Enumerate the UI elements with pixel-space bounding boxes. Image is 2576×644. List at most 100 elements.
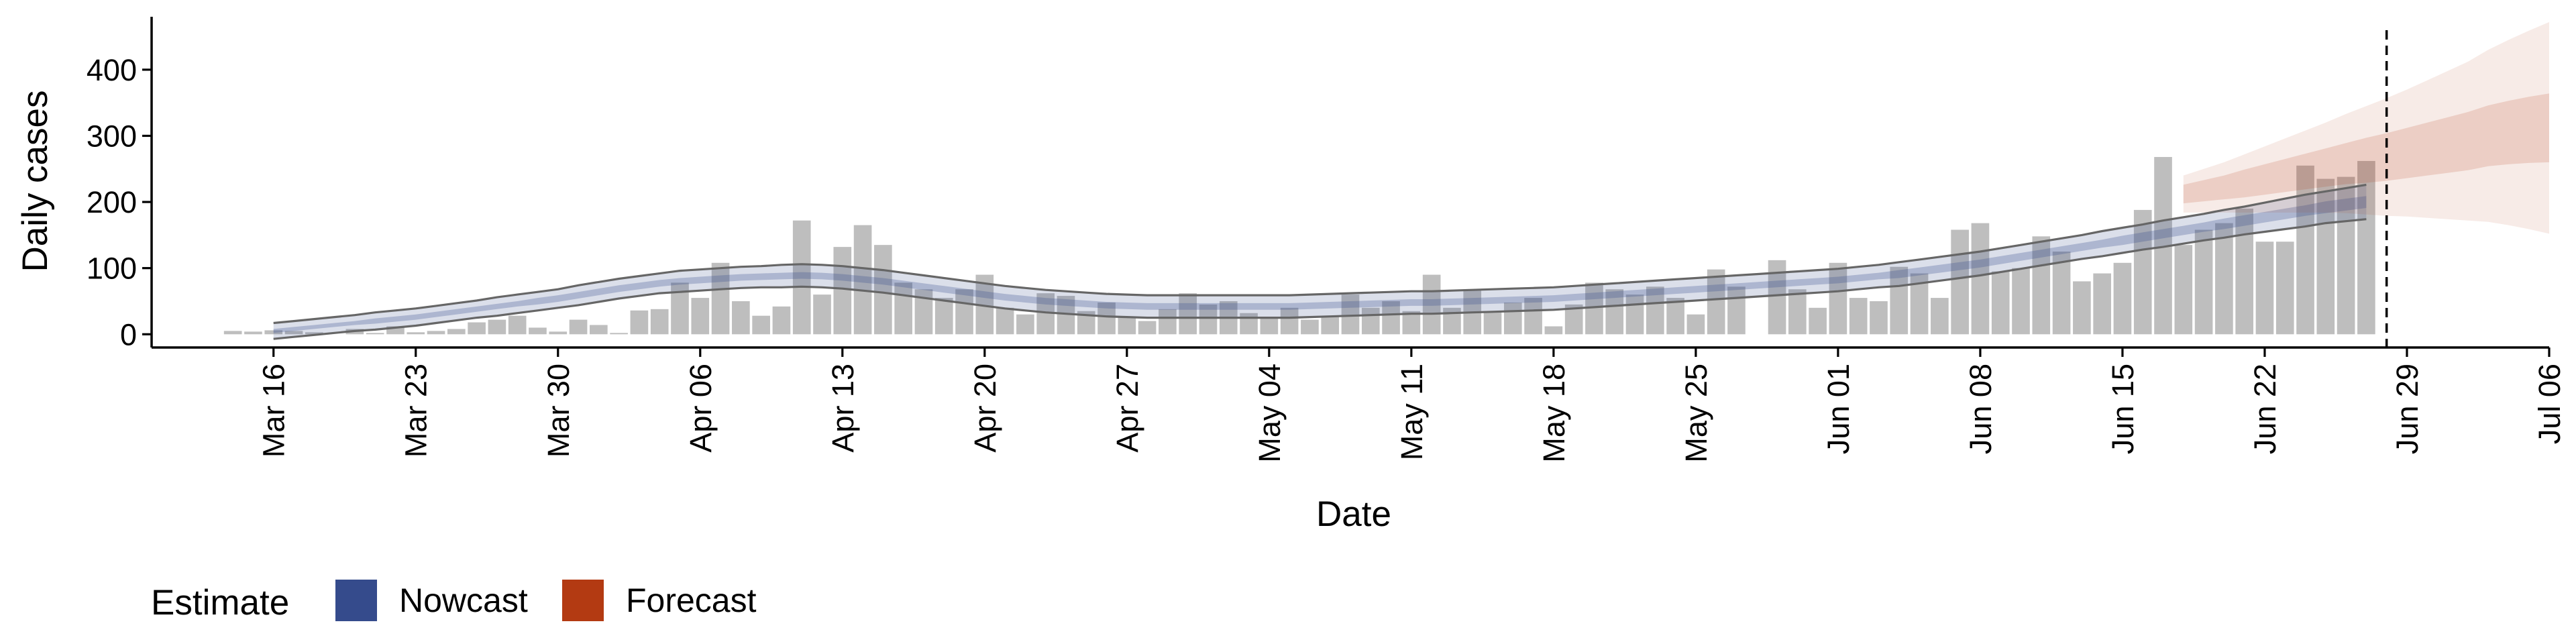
case-bar <box>630 310 649 335</box>
case-bar <box>1605 289 1624 335</box>
case-bar <box>1138 321 1157 335</box>
case-bar <box>2215 223 2233 335</box>
case-bar <box>1016 314 1034 335</box>
case-bar <box>1666 298 1684 335</box>
case-bar <box>1686 314 1705 335</box>
case-bar <box>2255 241 2274 335</box>
case-bar <box>1179 293 1197 335</box>
case-bar <box>244 331 262 335</box>
x-tick-label: Jun 01 <box>1821 364 1856 454</box>
case-bar <box>468 322 486 335</box>
case-bar <box>1809 307 1827 335</box>
x-tick-label: May 04 <box>1252 364 1287 463</box>
case-bar <box>711 262 730 335</box>
case-bar <box>1301 319 1319 335</box>
case-bar <box>1788 289 1807 335</box>
forecast-inner-band <box>2183 93 2549 204</box>
case-bar <box>2275 241 2294 335</box>
case-bar <box>732 301 750 335</box>
case-bar <box>2357 160 2375 335</box>
case-bar <box>2073 281 2091 335</box>
case-bar <box>1625 294 1644 335</box>
x-tick-label: Mar 30 <box>541 364 576 458</box>
case-bar <box>549 331 568 335</box>
x-tick-label: Jun 08 <box>1964 364 1998 454</box>
case-bar <box>1870 301 1888 335</box>
case-bar <box>2194 229 2213 335</box>
case-bar <box>1118 317 1136 335</box>
case-bar <box>427 331 445 335</box>
case-bar <box>833 247 852 335</box>
legend-label-nowcast: Nowcast <box>399 582 528 619</box>
case-bar <box>772 306 791 335</box>
y-tick-label: 100 <box>87 252 137 286</box>
y-tick-label: 300 <box>87 119 137 153</box>
case-bar <box>508 315 527 335</box>
nowcast-lines-layer <box>273 183 2367 340</box>
legend-label-forecast: Forecast <box>626 582 757 619</box>
case-bar <box>590 325 608 335</box>
case-bar <box>1321 315 1340 335</box>
case-bar <box>874 245 892 335</box>
case-bar <box>1199 304 1218 335</box>
case-bar <box>610 333 628 335</box>
case-bar <box>1707 269 1725 335</box>
case-bar <box>813 294 831 335</box>
case-bar <box>934 298 953 335</box>
x-axis-title: Date <box>1316 494 1391 534</box>
y-tick-label: 0 <box>120 317 137 352</box>
case-bar <box>1931 298 1949 335</box>
x-tick-label: Apr 27 <box>1110 364 1144 453</box>
y-axis-title: Daily cases <box>15 91 55 272</box>
case-bar <box>1260 317 1279 335</box>
case-bar <box>2052 252 2071 335</box>
case-bar <box>1829 262 1847 335</box>
case-bar <box>1503 302 1522 335</box>
x-tick-label: Apr 20 <box>968 364 1002 453</box>
case-bar <box>996 307 1014 335</box>
case-bar <box>2337 176 2355 335</box>
case-bar <box>894 282 912 335</box>
x-tick-label: Jun 29 <box>2390 364 2424 454</box>
case-bar <box>488 319 506 335</box>
axes-layer: 0 100 200 300 400 Mar 16 Mar 23 Mar 30 Apr 06 Apr… <box>87 17 2567 463</box>
case-bar <box>2012 268 2030 335</box>
x-tick-label: Jul 06 <box>2532 364 2567 444</box>
case-bar <box>1159 309 1177 335</box>
case-bar <box>1524 298 1542 335</box>
case-bar <box>1097 302 1116 335</box>
case-bar <box>1483 311 1502 335</box>
x-tick-label: Jun 15 <box>2106 364 2140 454</box>
x-tick-label: May 11 <box>1395 364 1429 460</box>
case-bar <box>1971 223 1990 335</box>
case-bar <box>1361 307 1380 335</box>
case-bar <box>792 220 811 335</box>
case-bar <box>2174 245 2193 335</box>
case-bar <box>407 332 425 335</box>
case-bar <box>386 326 405 335</box>
forecast-outer-band <box>2183 21 2549 234</box>
x-tick-label: May 18 <box>1537 364 1571 463</box>
x-tick-label: May 25 <box>1679 364 1713 463</box>
case-bar <box>223 331 242 335</box>
x-tick-label: Apr 13 <box>826 364 860 453</box>
case-bar <box>2093 273 2111 335</box>
nowcast-outer-band <box>273 184 2367 339</box>
case-bar <box>1727 286 1746 335</box>
case-bar <box>1890 266 1909 335</box>
x-tick-label: Mar 23 <box>399 364 433 458</box>
case-bar <box>569 319 588 335</box>
ribbons-layer <box>273 21 2549 339</box>
nowcast-lower-line <box>273 218 2367 340</box>
case-bar <box>2113 262 2132 335</box>
case-bar <box>752 315 770 335</box>
case-bar <box>2133 209 2152 335</box>
case-bar <box>1991 271 2010 335</box>
case-bar <box>1951 229 1969 335</box>
case-bar <box>853 225 872 335</box>
case-bar <box>1849 298 1868 335</box>
case-bar <box>650 309 669 335</box>
case-bar <box>1280 307 1299 335</box>
nowcast-upper-line <box>273 183 2367 325</box>
